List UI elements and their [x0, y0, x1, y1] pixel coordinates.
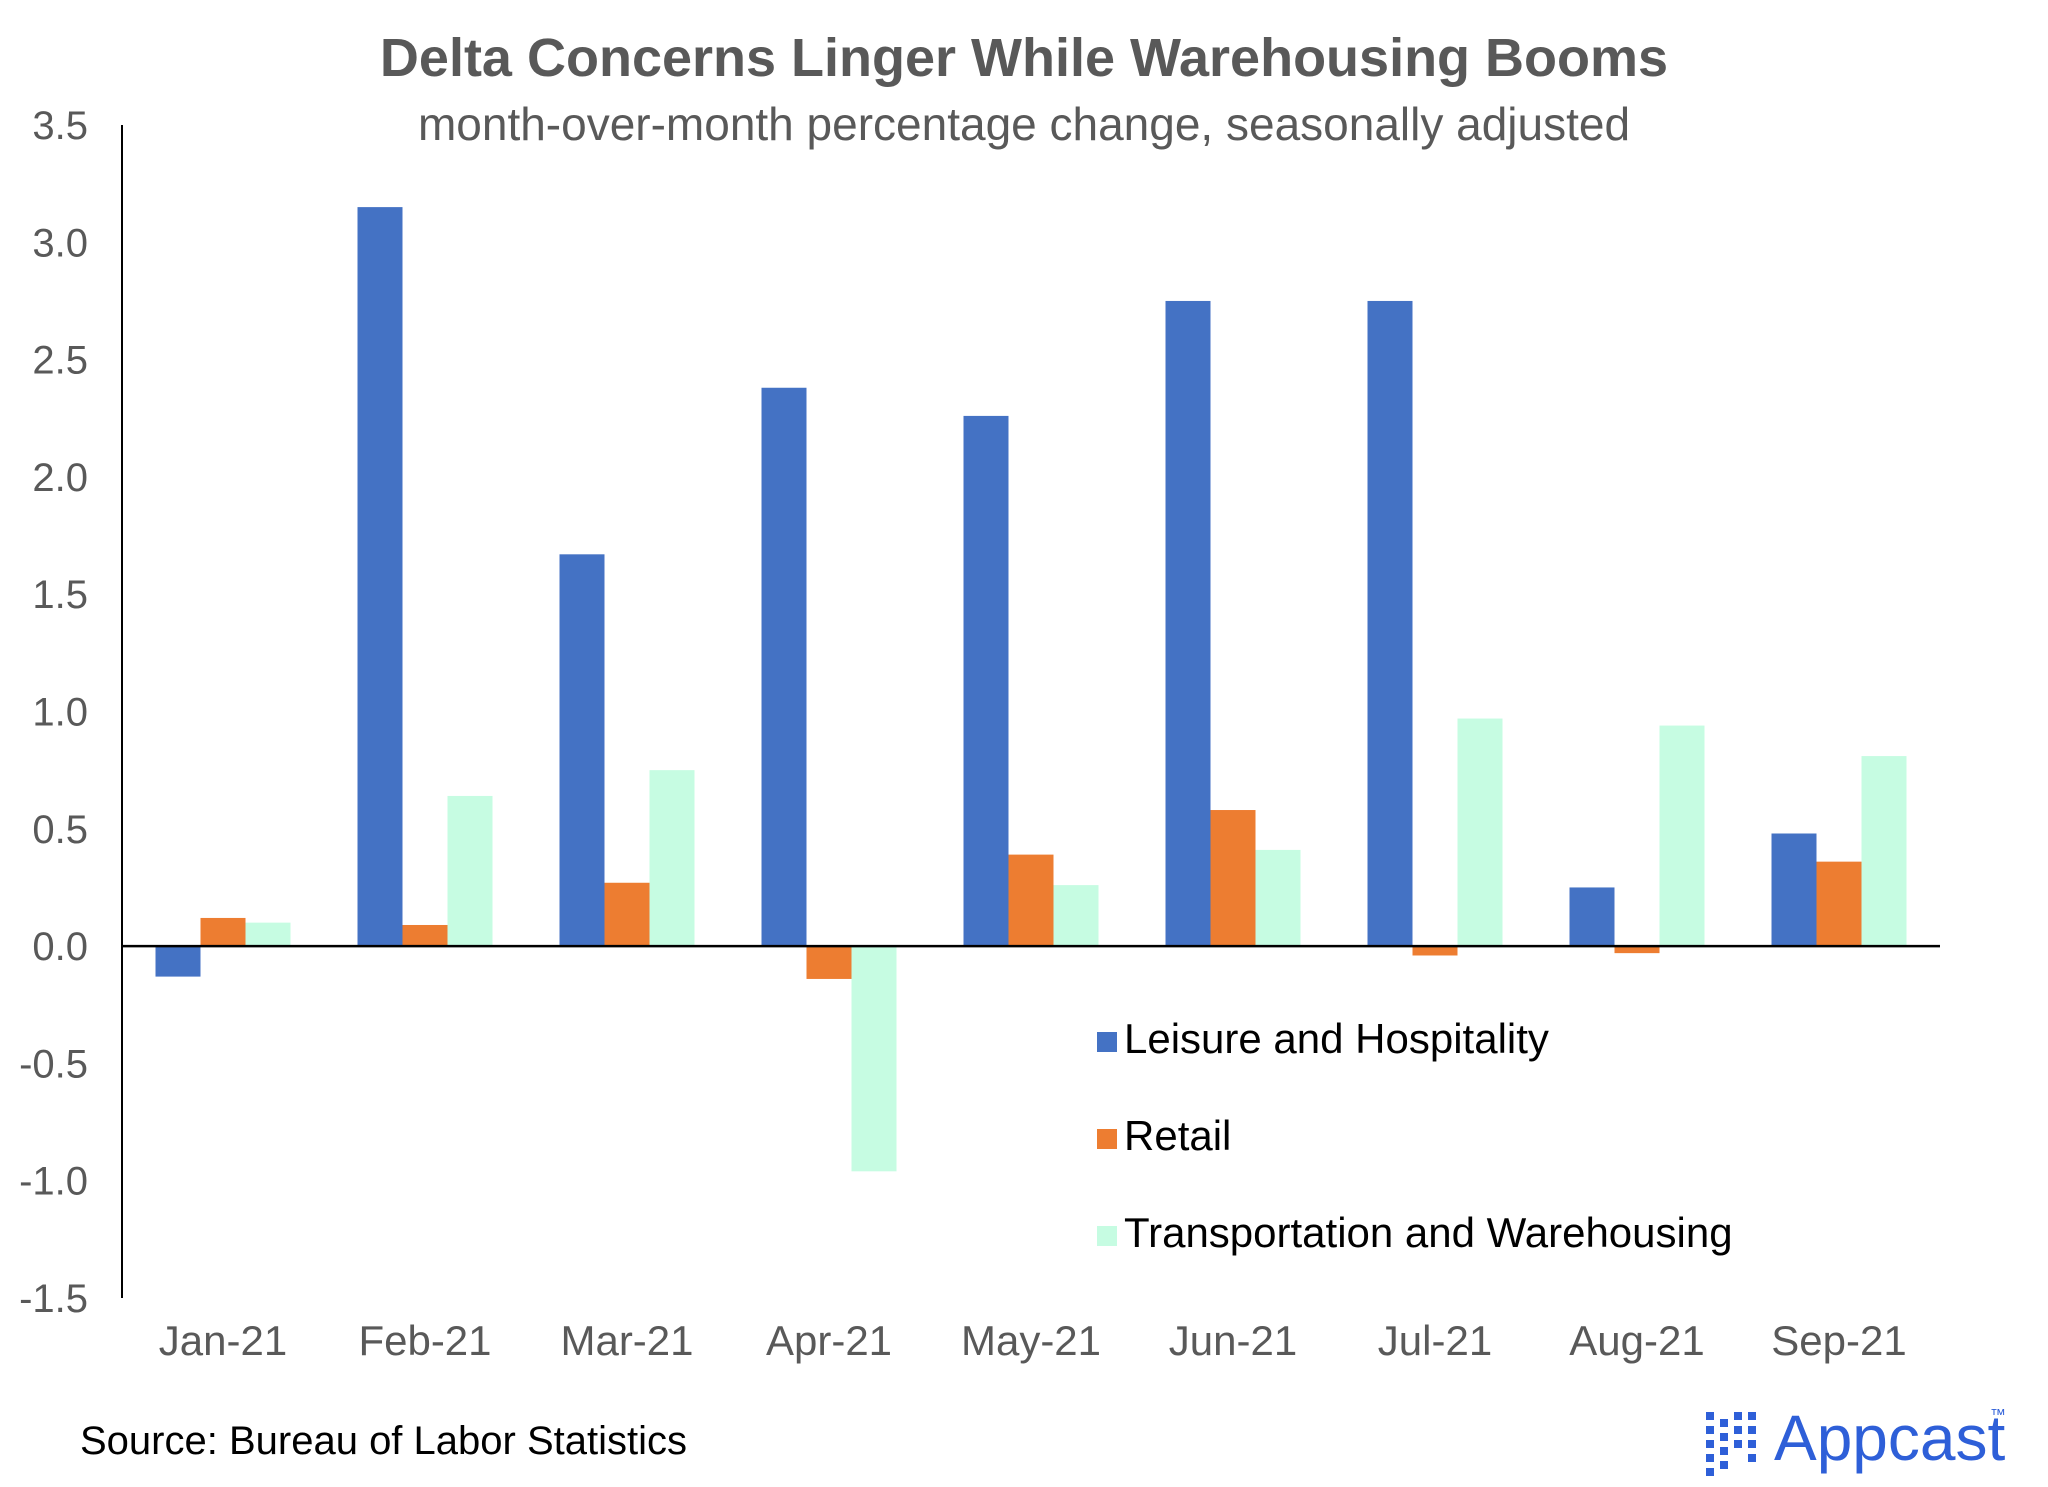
bar-leisure-jun-21 [1165, 300, 1211, 947]
y-tick-label: 1.0 [32, 691, 88, 735]
bar-retail-apr-21 [806, 946, 852, 979]
x-tick-label: Jan-21 [159, 1317, 287, 1364]
trademark-mark: ™ [1990, 1407, 2006, 1424]
chart-title: Delta Concerns Linger While Warehousing … [380, 28, 1668, 88]
x-tick-label: Apr-21 [766, 1317, 892, 1364]
bar-transport-mar-21 [649, 770, 695, 947]
bar-retail-may-21 [1008, 854, 1054, 947]
y-axis-ticks: 3.5 3.0 2.5 2.0 1.5 1.0 0.5 0.0 -0.5 -1.0 -1.5 [19, 104, 88, 1321]
appcast-logo: Appcast ™ [1706, 1402, 2006, 1476]
legend-swatch-leisure [1097, 1032, 1117, 1052]
bar-leisure-sep-21 [1771, 833, 1817, 947]
y-tick-label: -0.5 [19, 1042, 88, 1086]
bar-transport-jan-21 [245, 922, 291, 947]
legend-swatch-transport [1097, 1226, 1117, 1246]
bar-transport-feb-21 [447, 795, 493, 947]
bar-leisure-jan-21 [155, 946, 201, 977]
bar-retail-feb-21 [402, 924, 448, 947]
legend-label-leisure: Leisure and Hospitality [1124, 1015, 1549, 1062]
bar-transport-sep-21 [1861, 756, 1907, 947]
bar-transport-may-21 [1053, 885, 1099, 947]
bar-leisure-jul-21 [1367, 300, 1413, 947]
y-tick-label: 3.0 [32, 221, 88, 265]
y-tick-label: -1.5 [19, 1277, 88, 1321]
legend-label-retail: Retail [1124, 1112, 1231, 1159]
x-tick-label: Sep-21 [1771, 1317, 1906, 1364]
x-tick-label: Feb-21 [358, 1317, 491, 1364]
x-tick-label: Aug-21 [1569, 1317, 1704, 1364]
bar-transport-jul-21 [1457, 718, 1503, 947]
chart-subtitle: month-over-month percentage change, seas… [418, 98, 1630, 150]
y-tick-label: 2.0 [32, 456, 88, 500]
bar-leisure-aug-21 [1569, 887, 1615, 947]
source-note: Source: Bureau of Labor Statistics [80, 1419, 687, 1463]
bar-retail-mar-21 [604, 882, 650, 947]
bar-retail-aug-21 [1614, 946, 1660, 954]
x-tick-label: Mar-21 [560, 1317, 693, 1364]
bar-transport-aug-21 [1659, 725, 1705, 947]
bar-retail-jul-21 [1412, 946, 1458, 956]
bar-leisure-feb-21 [357, 207, 403, 947]
bar-retail-sep-21 [1816, 861, 1862, 947]
bar-leisure-apr-21 [761, 387, 807, 947]
bar-retail-jun-21 [1210, 810, 1256, 947]
y-tick-label: 0.5 [32, 808, 88, 852]
bar-leisure-may-21 [963, 415, 1009, 947]
y-tick-label: 3.5 [32, 104, 88, 148]
bar-leisure-mar-21 [559, 554, 605, 947]
appcast-grid-icon [1706, 1412, 1756, 1476]
x-tick-label: May-21 [961, 1317, 1101, 1364]
legend: Leisure and Hospitality Retail Transport… [1097, 1015, 1733, 1256]
x-tick-label: Jun-21 [1169, 1317, 1297, 1364]
bar-transport-apr-21 [851, 946, 897, 1172]
legend-swatch-retail [1097, 1129, 1117, 1149]
bar-retail-jan-21 [200, 917, 246, 947]
y-tick-label: 0.0 [32, 925, 88, 969]
x-tick-label: Jul-21 [1378, 1317, 1492, 1364]
appcast-wordmark: Appcast [1774, 1402, 2005, 1474]
bar-transport-jun-21 [1255, 849, 1301, 947]
legend-label-transport: Transportation and Warehousing [1124, 1209, 1733, 1256]
y-tick-label: -1.0 [19, 1160, 88, 1204]
y-tick-label: 1.5 [32, 573, 88, 617]
bars [155, 207, 1907, 1172]
x-axis-ticks: Jan-21 Feb-21 Mar-21 Apr-21 May-21 Jun-21 Jul-… [159, 1317, 1907, 1364]
y-tick-label: 2.5 [32, 339, 88, 383]
